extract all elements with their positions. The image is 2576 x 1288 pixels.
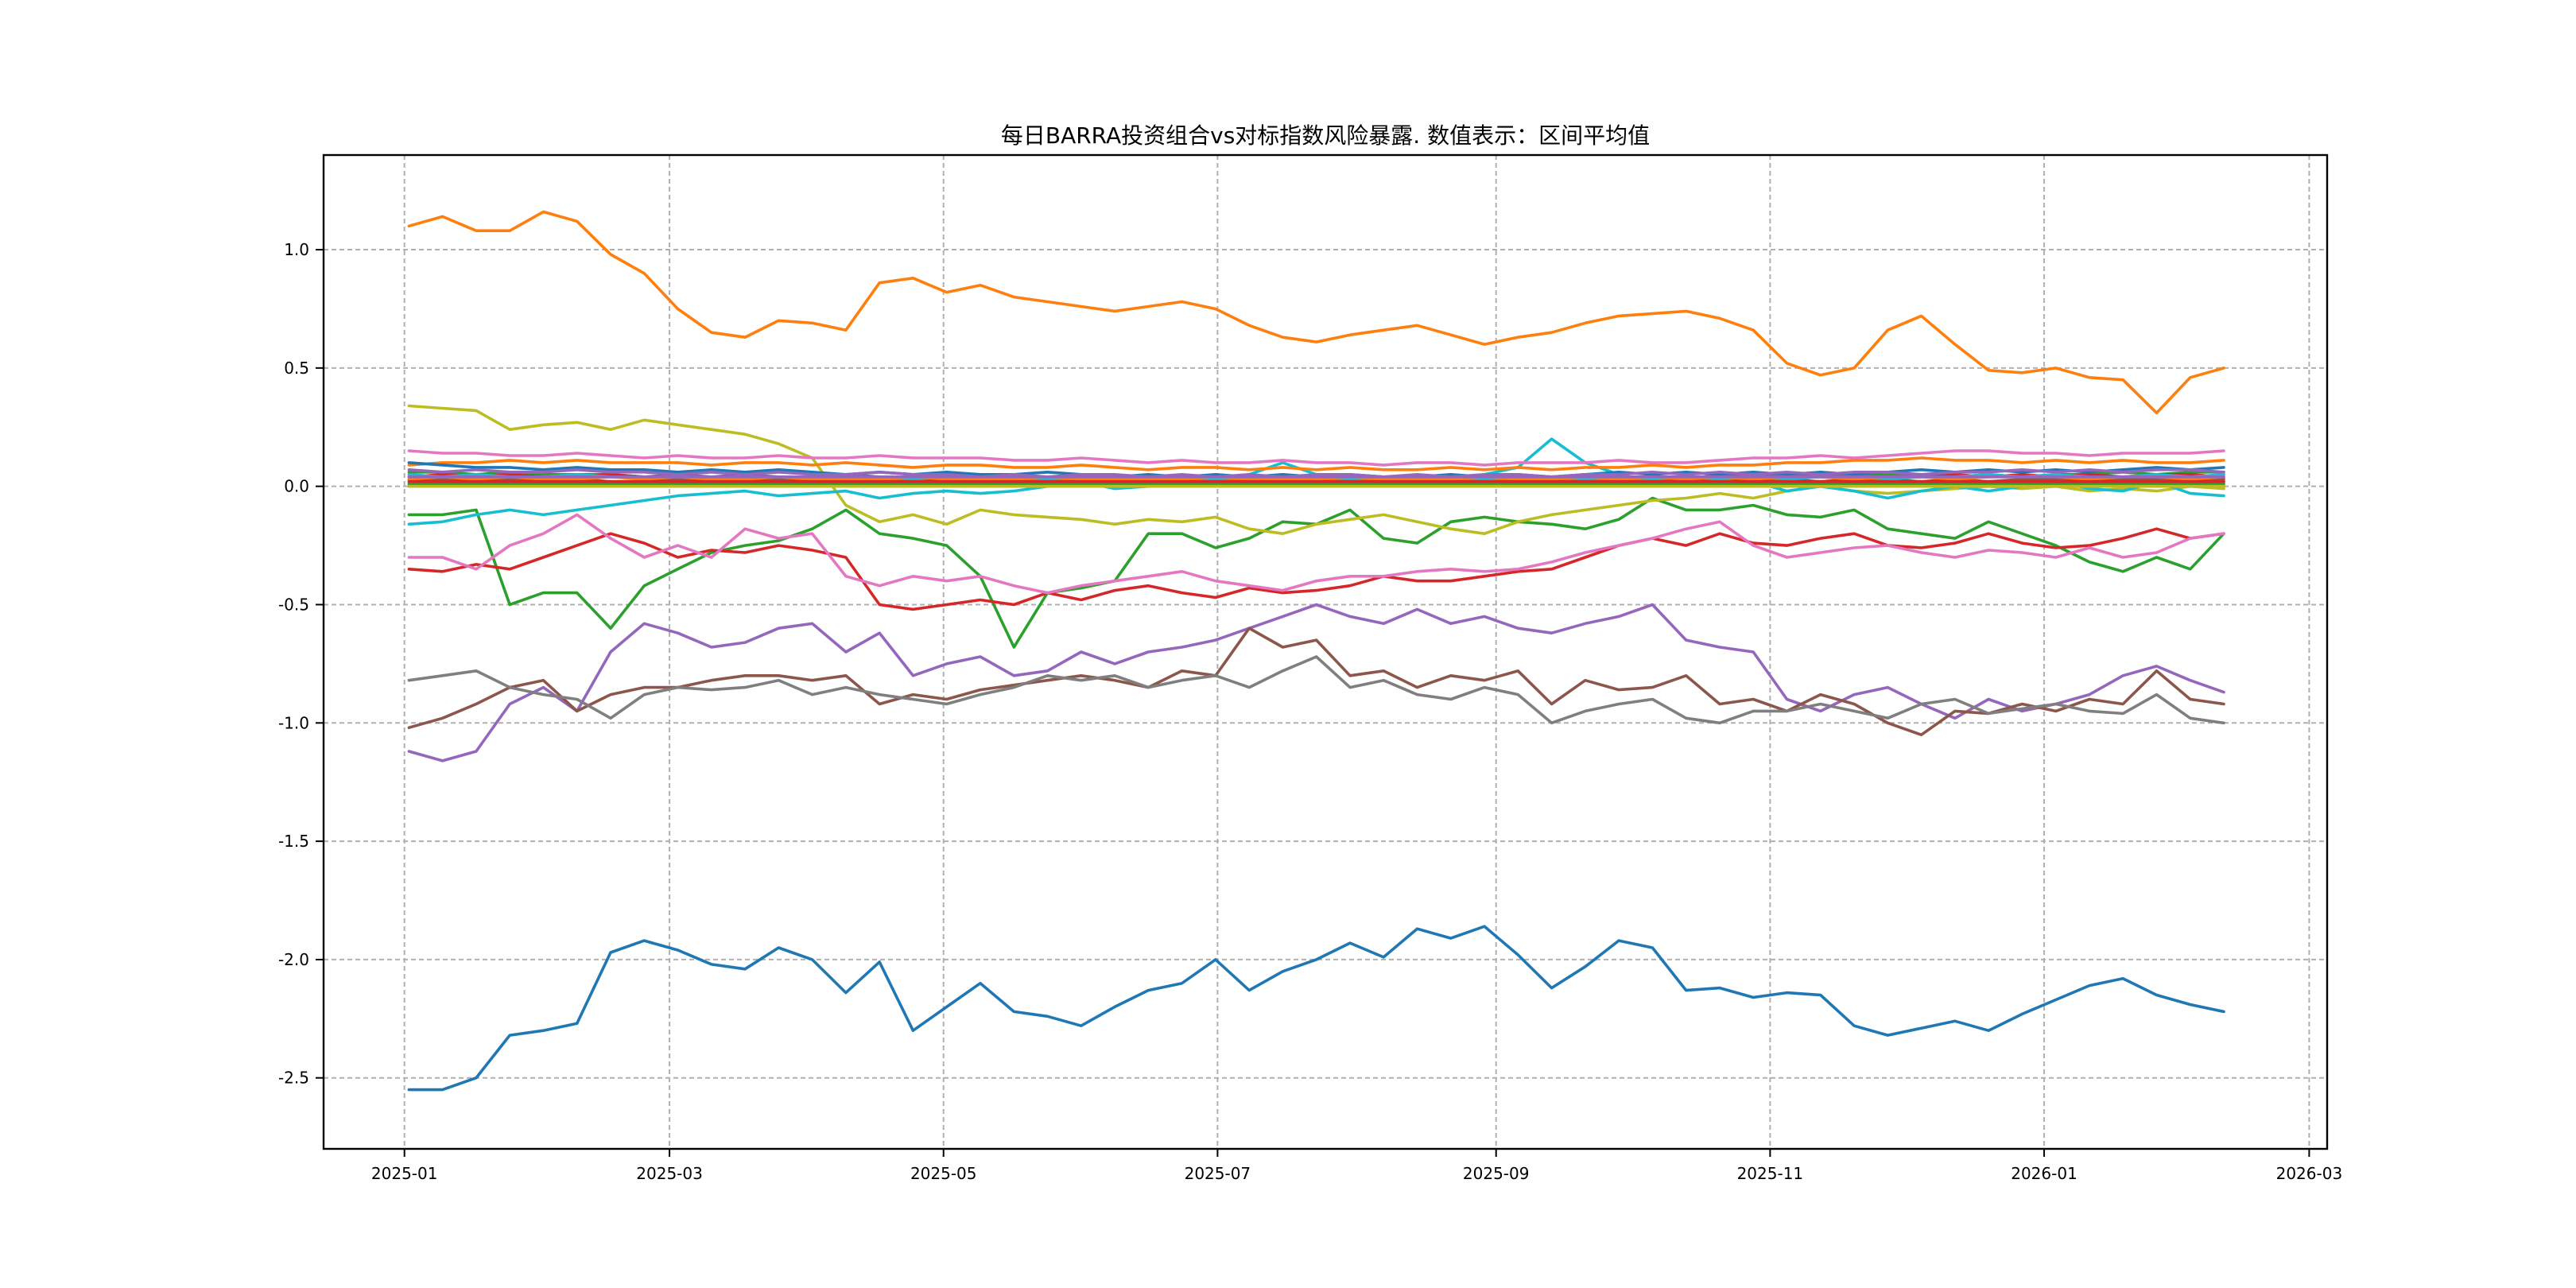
series-line-6 (407, 513, 2225, 595)
axes: 2025-01 2025-03 2025-05 2025-07 2025-09 2025-… (278, 240, 2342, 1183)
series-line-1 (407, 210, 2225, 415)
x-tick-label: 2025-03 (636, 1164, 703, 1183)
chart-title: 每日BARRA投资组合vs对标指数风险暴露. 数值表示：区间平均值 (1001, 122, 1650, 149)
series-line-2 (407, 496, 2225, 649)
y-tick-label: 0.0 (284, 477, 309, 496)
x-tick-label: 2025-05 (910, 1164, 977, 1183)
y-tick-label: -2.0 (278, 950, 309, 969)
x-tick-label: 2026-01 (2011, 1164, 2077, 1183)
y-tick-label: -2.5 (278, 1069, 309, 1088)
x-tick-label: 2025-09 (1463, 1164, 1530, 1183)
y-tick-label: 1.0 (284, 240, 309, 259)
series-lines (407, 210, 2225, 1092)
x-tick-label: 2025-07 (1185, 1164, 1251, 1183)
plot-frame (322, 153, 2329, 1150)
y-tick-label: -1.0 (278, 713, 309, 732)
series-line-3 (407, 527, 2225, 611)
series-line-5 (407, 627, 2225, 737)
x-tick-label: 2025-01 (371, 1164, 438, 1183)
series-line-10 (407, 449, 2225, 467)
x-tick-label: 2026-03 (2276, 1164, 2343, 1183)
y-tick-label: -0.5 (278, 595, 309, 614)
series-line-7 (407, 655, 2225, 725)
grid-lines (324, 155, 2327, 1149)
series-line-4 (407, 603, 2225, 762)
series-line-0 (407, 925, 2225, 1092)
series-line-15 (407, 467, 2225, 479)
series-line-11 (407, 456, 2225, 471)
y-tick-label: -1.5 (278, 832, 309, 851)
y-tick-label: 0.5 (284, 359, 309, 378)
x-tick-label: 2025-11 (1737, 1164, 1804, 1183)
